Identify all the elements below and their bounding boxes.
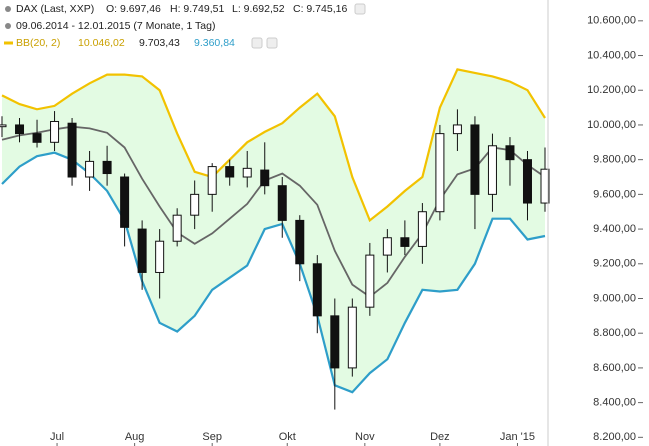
y-tick-label: 9.400,00 [593, 223, 636, 235]
y-tick-label: 9.000,00 [593, 292, 636, 304]
candle-body [470, 124, 480, 195]
candle-body [242, 167, 252, 178]
candle-body [487, 145, 497, 195]
candle-body [417, 211, 427, 247]
candle-body [155, 240, 165, 273]
candle-body [0, 124, 7, 128]
candle-body [365, 254, 375, 308]
candle-body [85, 160, 95, 178]
period: 09.06.2014 - 12.01.2015 (7 Monate, 1 Tag… [16, 20, 215, 32]
y-tick-label: 8.400,00 [593, 397, 636, 409]
y-tick-label: 8.600,00 [593, 362, 636, 374]
x-tick-label: Jul [50, 431, 64, 443]
close-icon[interactable] [266, 37, 278, 49]
candle-body [540, 168, 550, 204]
candle-body [172, 214, 182, 242]
y-tick-label: 8.800,00 [593, 327, 636, 339]
candle-body [120, 176, 130, 228]
indicator-upper: 10.046,02 [78, 37, 125, 49]
symbol-dot [5, 6, 11, 12]
band-line [1, 125, 546, 298]
y-tick-label: 9.600,00 [593, 188, 636, 200]
candle-body [15, 124, 25, 135]
y-tick-label: 10.000,00 [587, 119, 636, 131]
band-line [1, 68, 546, 223]
candle-body [32, 133, 42, 143]
indicator-middle: 9.703,43 [139, 37, 180, 49]
y-tick-label: 9.800,00 [593, 154, 636, 166]
symbol: DAX (Last, XXP) [16, 3, 94, 15]
candle-body [260, 169, 270, 187]
candle-body [347, 306, 357, 369]
x-tick-label: Jan '15 [500, 431, 535, 443]
y-tick-label: 10.400,00 [587, 49, 636, 61]
candle-body [452, 124, 462, 135]
band-fill [2, 69, 545, 393]
candle-body [295, 219, 305, 265]
ohlc-high: H: 9.749,51 [170, 3, 224, 15]
candle-body [505, 145, 515, 161]
candle-body [137, 228, 147, 273]
candle-body [102, 160, 112, 175]
y-tick-label: 10.200,00 [587, 84, 636, 96]
settings-icon[interactable] [251, 37, 263, 49]
x-tick-label: Nov [355, 431, 375, 443]
candle-body [67, 122, 77, 178]
y-tick-label: 8.200,00 [593, 431, 636, 443]
x-tick-label: Sep [202, 431, 222, 443]
candle-body [225, 166, 235, 178]
x-tick-label: Okt [279, 431, 296, 443]
candle-body [435, 133, 445, 213]
candle-body [382, 237, 392, 256]
candle-body [312, 263, 322, 317]
x-tick-label: Dez [430, 431, 450, 443]
y-tick-label: 9.200,00 [593, 258, 636, 270]
x-tick-label: Aug [125, 431, 145, 443]
y-tick-label: 10.600,00 [587, 15, 636, 27]
candle-body [277, 185, 287, 221]
ohlc-close: C: 9.745,16 [293, 3, 347, 15]
plot-area [0, 68, 550, 410]
indicator-lower: 9.360,84 [194, 37, 235, 49]
candle-body [50, 120, 60, 143]
ohlc-low: L: 9.692,52 [232, 3, 285, 15]
indicator: BB(20, 2) [16, 37, 60, 49]
ohlc-open: O: 9.697,46 [106, 3, 161, 15]
settings-icon[interactable] [354, 3, 366, 15]
candle-body [207, 166, 217, 195]
candle-body [522, 159, 532, 204]
candle-body [190, 193, 200, 216]
candle-body [400, 237, 410, 247]
period-dot [5, 23, 11, 29]
header: DAX (Last, XXP) O: 9.697,46 H: 9.749,51 … [4, 3, 366, 49]
candle-body [330, 315, 340, 369]
